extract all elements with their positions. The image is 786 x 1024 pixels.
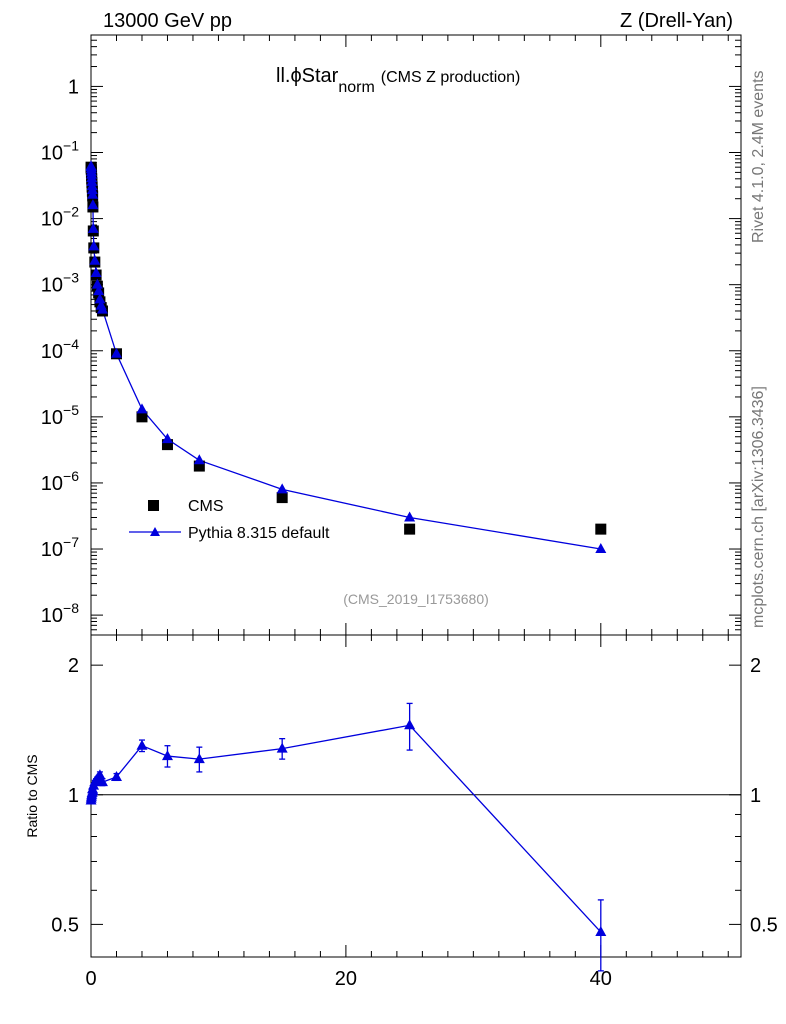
legend-pythia-marker — [150, 527, 160, 536]
pythia-point — [161, 433, 173, 444]
y-tick-label-main: 10−1 — [41, 138, 79, 165]
y-tick-label-ratio: 1 — [68, 785, 79, 807]
pythia-point — [110, 347, 122, 358]
legend-pythia-label: Pythia 8.315 default — [188, 525, 330, 542]
pythia-point — [136, 403, 148, 414]
main-panel-frame — [90, 34, 742, 636]
y-tick-label-ratio: 2 — [68, 655, 79, 677]
ratio-point — [96, 776, 108, 787]
title-main: ll.ϕStar — [276, 65, 339, 87]
y-tick-label-ratio: 0.5 — [51, 914, 79, 936]
y-tick-label-main: 10−8 — [41, 600, 79, 627]
title-subscript: norm — [338, 79, 374, 96]
pythia-point — [94, 293, 106, 304]
pythia-point — [595, 543, 607, 554]
ratio-point — [595, 926, 607, 937]
pythia-point — [93, 285, 105, 296]
y-tick-label-main: 10−3 — [41, 270, 79, 297]
header-left: 13000 GeV pp — [103, 10, 232, 32]
legend-cms-marker — [148, 500, 159, 511]
y-tick-label-ratio-right: 2 — [750, 655, 761, 677]
cms-point — [276, 492, 288, 504]
y-tick-label-ratio-right: 0.5 — [750, 914, 778, 936]
ratio-point — [110, 770, 122, 781]
ratio-panel-frame — [90, 634, 742, 958]
main-data-layer — [85, 160, 607, 554]
ratio-point — [94, 769, 106, 780]
pythia-point — [404, 511, 416, 522]
ratio-point — [276, 742, 288, 753]
cms-point — [595, 523, 607, 535]
title-suffix: (CMS Z production) — [381, 69, 521, 86]
pythia-point — [193, 454, 205, 465]
rivet-label: Rivet 4.1.0, 2.4M events — [750, 70, 767, 243]
axes-layer: 0 20 40 1 10−1 10−2 10−3 10−4 10−5 10−6 10−7 10−8 2 2… — [41, 34, 778, 990]
plot-title: ll.ϕStarnorm (CMS Z production) — [276, 65, 520, 96]
y-tick-label-main: 10−5 — [41, 402, 79, 429]
pythia-point — [87, 188, 99, 199]
y-tick-label-main: 10−6 — [41, 468, 79, 495]
pythia-line — [90, 166, 601, 550]
legend-cms-label: CMS — [188, 498, 224, 515]
cms-point — [161, 439, 173, 451]
legend: CMS Pythia 8.315 default — [129, 498, 330, 542]
x-tick-label: 20 — [335, 968, 357, 990]
pythia-point — [90, 267, 102, 278]
pythia-point — [276, 483, 288, 494]
y-tick-label-ratio-right: 1 — [750, 785, 761, 807]
ratio-point — [404, 719, 416, 730]
cms-point — [193, 460, 205, 472]
pythia-point — [87, 222, 99, 233]
x-tick-label: 0 — [85, 968, 96, 990]
pythia-point — [86, 184, 98, 195]
pythia-point — [89, 254, 101, 265]
y-tick-label-main: 10−7 — [41, 534, 79, 561]
y-tick-label-main: 1 — [68, 76, 79, 98]
x-tick-label: 40 — [590, 968, 612, 990]
cms-point — [136, 411, 148, 423]
cms-point — [404, 523, 416, 535]
pythia-point — [96, 303, 108, 314]
pythia-point — [91, 278, 103, 289]
ratio-point — [87, 785, 99, 796]
ratio-ylabel: Ratio to CMS — [24, 754, 40, 837]
reference-label: (CMS_2019_I1753680) — [343, 591, 489, 607]
pythia-point — [87, 199, 99, 210]
mcplots-label: mcplots.cern.ch [arXiv:1306.3436] — [750, 386, 767, 628]
ratio-point — [193, 753, 205, 764]
y-tick-label-main: 10−2 — [41, 204, 79, 231]
ratio-point — [161, 750, 173, 761]
header-right: Z (Drell-Yan) — [620, 10, 733, 32]
y-tick-label-main: 10−4 — [41, 336, 79, 363]
ratio-point — [136, 739, 148, 750]
ratio-data-layer — [85, 702, 607, 972]
pythia-point — [88, 240, 100, 251]
